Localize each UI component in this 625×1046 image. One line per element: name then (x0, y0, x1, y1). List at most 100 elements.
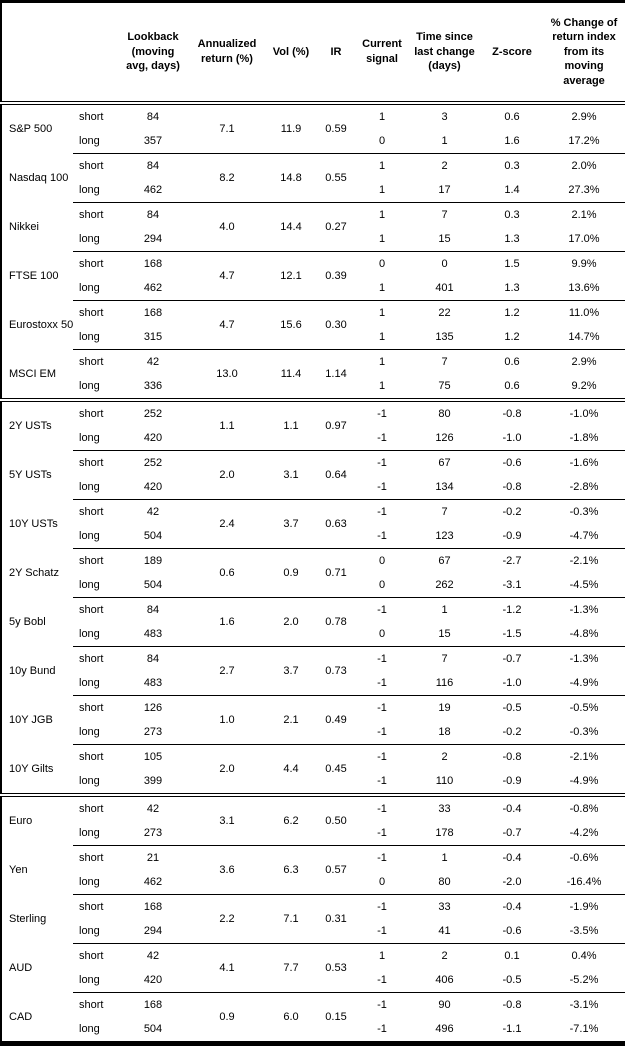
cell-annualized-return: 2.0 (188, 450, 266, 500)
cell-current-signal: 0 (378, 876, 386, 888)
cell-annualized-return: 0.6 (188, 548, 266, 598)
cell-lookback: 252 (118, 450, 188, 475)
cell-lookback: 189 (118, 548, 188, 573)
cell-zscore: 0.6 (504, 380, 520, 392)
cell-zscore: -0.8 (481, 992, 543, 1017)
cell-time-since-change: 22 (408, 300, 481, 325)
cell-current-signal: -1 (356, 499, 408, 524)
asset-name: Nikkei (9, 221, 39, 233)
cell-lookback: 336 (143, 380, 163, 392)
cell-time-since-change: 15 (438, 628, 451, 640)
asset-name: 5y Bobl (9, 616, 46, 628)
table-row: long 336 1 75 0.6 9.2% (1, 374, 625, 400)
cell-time-since-change: 17 (438, 184, 451, 196)
cell-time-since-change: 2 (408, 153, 481, 178)
cell-zscore: -0.2 (481, 499, 543, 524)
cell-ir: 0.30 (316, 300, 356, 350)
table-row: Euro short 42 3.1 6.2 0.50 -1 33 -0.4 -0.8% (1, 793, 625, 846)
cell-time-since-change: 7 (408, 499, 481, 524)
col-header-current-signal: Current signal (356, 1, 408, 105)
cell-lookback: 504 (143, 530, 163, 542)
cell-zscore: -1.1 (502, 1023, 522, 1035)
horizon-label: short (73, 744, 118, 769)
table-row: long 462 0 80 -2.0 -16.4% (1, 870, 625, 895)
cell-pct-change: -1.6% (543, 450, 625, 475)
cell-zscore: 0.6 (481, 349, 543, 374)
horizon-label: long (79, 432, 100, 444)
cell-annualized-return: 3.6 (188, 845, 266, 895)
cell-lookback: 420 (143, 974, 163, 986)
cell-zscore: 1.4 (504, 184, 520, 196)
horizon-label: long (79, 184, 100, 196)
cell-time-since-change: 135 (435, 331, 454, 343)
cell-current-signal: 1 (356, 349, 408, 374)
table-row: 2Y USTs short 252 1.1 1.1 0.97 -1 80 -0.8 -1.0% (1, 398, 625, 451)
cell-zscore: 1.3 (504, 233, 520, 245)
table-row: long 420 -1 126 -1.0 -1.8% (1, 426, 625, 451)
cell-ir: 0.55 (316, 153, 356, 203)
cell-vol: 6.3 (266, 845, 316, 895)
asset-name: Euro (1, 793, 73, 846)
horizon-label: long (79, 579, 100, 591)
horizon-label: long (79, 282, 100, 294)
cell-lookback: 294 (143, 925, 163, 937)
cell-lookback: 168 (118, 992, 188, 1017)
table-row: 5Y USTs short 252 2.0 3.1 0.64 -1 67 -0.6 -1.6% (1, 450, 625, 500)
cell-current-signal: -1 (377, 432, 387, 444)
cell-time-since-change: 496 (435, 1023, 454, 1035)
cell-zscore: -0.9 (502, 530, 522, 542)
horizon-label: short (73, 102, 118, 129)
cell-annualized-return: 2.2 (188, 894, 266, 944)
table-row: 2Y Schatz short 189 0.6 0.9 0.71 0 67 -2.7 -2.1% (1, 548, 625, 598)
cell-lookback: 462 (143, 184, 163, 196)
col-header-lookback: Lookback (moving avg, days) (118, 1, 188, 105)
table-row: long 420 -1 406 -0.5 -5.2% (1, 968, 625, 993)
cell-pct-change: -1.8% (569, 432, 599, 444)
table-row: long 483 -1 116 -1.0 -4.9% (1, 671, 625, 696)
cell-time-since-change: 116 (435, 677, 454, 689)
table-row: long 315 1 135 1.2 14.7% (1, 325, 625, 350)
asset-name: 5Y USTs (9, 469, 52, 481)
cell-time-since-change: 406 (435, 974, 454, 986)
cell-annualized-return: 4.7 (188, 300, 266, 350)
cell-current-signal: -1 (377, 827, 387, 839)
cell-time-since-change: 7 (408, 646, 481, 671)
cell-lookback: 399 (143, 775, 163, 787)
cell-pct-change: 27.3% (568, 184, 600, 196)
cell-current-signal: -1 (356, 894, 408, 919)
cell-time-since-change: 126 (435, 432, 454, 444)
table-row: long 504 -1 123 -0.9 -4.7% (1, 524, 625, 549)
cell-current-signal: -1 (356, 398, 408, 426)
col-header-annualized-return: Annualized return (%) (188, 1, 266, 105)
cell-pct-change: -0.8% (543, 793, 625, 821)
cell-time-since-change: 18 (438, 726, 451, 738)
table-row: long 294 1 15 1.3 17.0% (1, 227, 625, 252)
cell-lookback: 84 (118, 202, 188, 227)
horizon-label: short (73, 153, 118, 178)
cell-time-since-change: 178 (435, 827, 454, 839)
cell-annualized-return: 8.2 (188, 153, 266, 203)
table-row: long 504 0 262 -3.1 -4.5% (1, 573, 625, 598)
cell-zscore: 0.3 (481, 153, 543, 178)
cell-lookback: 483 (143, 628, 163, 640)
cell-vol: 3.7 (266, 499, 316, 549)
cell-current-signal: -1 (377, 677, 387, 689)
cell-current-signal: -1 (356, 695, 408, 720)
cell-time-since-change: 401 (435, 282, 454, 294)
asset-name: Nasdaq 100 (9, 172, 69, 184)
table-row: long 420 -1 134 -0.8 -2.8% (1, 475, 625, 500)
table-row: Nikkei short 84 4.0 14.4 0.27 1 7 0.3 2.1% (1, 202, 625, 252)
cell-lookback: 84 (118, 646, 188, 671)
cell-vol: 2.1 (266, 695, 316, 745)
asset-name: MSCI EM (9, 367, 57, 380)
horizon-label: long (79, 974, 100, 986)
cell-zscore: 1.2 (504, 331, 520, 343)
cell-zscore: -0.9 (502, 775, 522, 787)
cell-zscore: -0.2 (502, 726, 522, 738)
cell-current-signal: 0 (378, 579, 386, 591)
table-row: Eurostoxx 50 short 168 4.7 15.6 0.30 1 22 1.2 11.… (1, 300, 625, 350)
table-row: long 462 1 17 1.4 27.3% (1, 178, 625, 203)
cell-ir: 0.49 (316, 695, 356, 745)
asset-name: AUD (9, 962, 33, 974)
